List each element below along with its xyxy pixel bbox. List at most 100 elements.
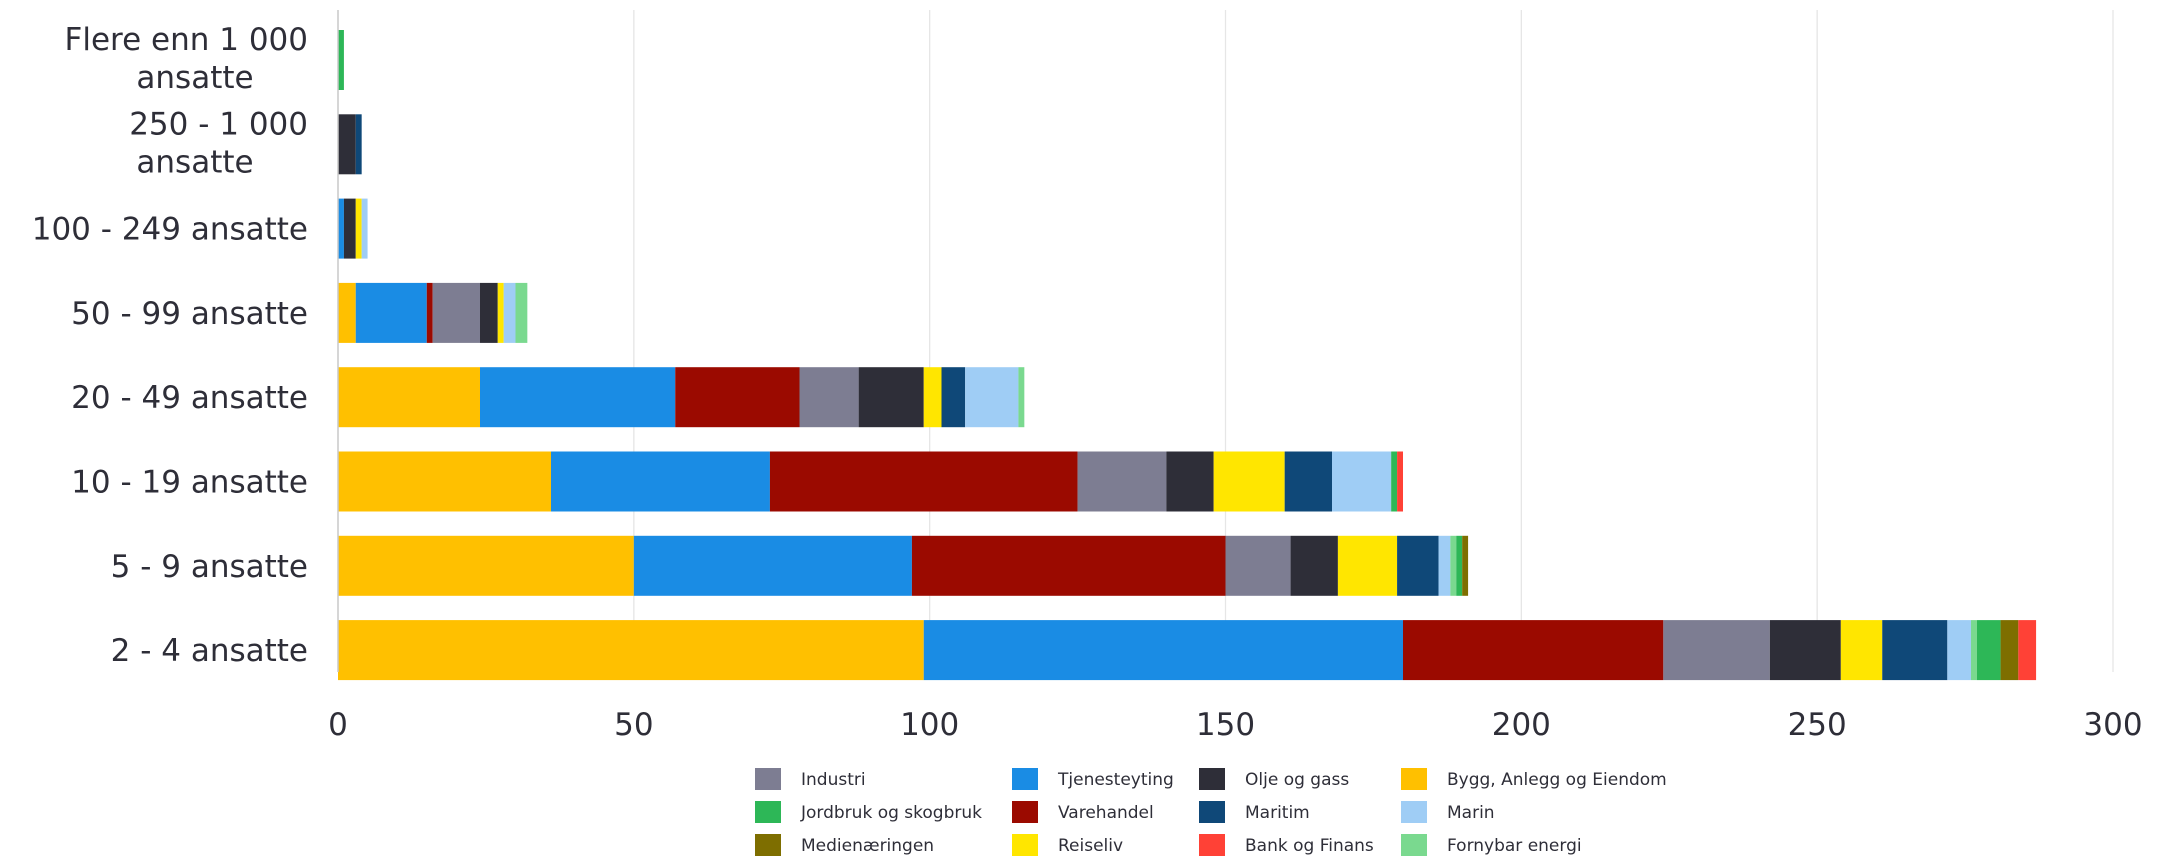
bar-segment-medien-ringen [1462, 535, 1469, 596]
bar-segment-olje-og-gass [1166, 451, 1214, 512]
bar-row-10-19-ansatte [338, 451, 1403, 512]
y-tick-label: 250 - 1 000 ansatte [129, 106, 308, 180]
bar-row-250-1-000-ansatte [338, 114, 362, 175]
bar-segment-reiseliv [497, 282, 504, 343]
legend-item-olje-og-gass: Olje og gass [1199, 768, 1349, 790]
bar-segment-tjenesteyting [480, 367, 676, 428]
legend-item-industri: Industri [755, 768, 866, 790]
legend-item-maritim: Maritim [1199, 801, 1310, 823]
y-tick-label: 20 - 49 ansatte [71, 380, 308, 416]
bar-segment-bygg-anlegg-og-eiendom [338, 282, 356, 343]
legend-swatch [1012, 801, 1038, 823]
legend-swatch [1012, 768, 1038, 790]
legend-label: Fornybar energi [1447, 836, 1582, 856]
legend-swatch [1401, 834, 1427, 856]
x-tick-label: 100 [900, 707, 959, 743]
bar-segment-reiseliv [355, 198, 362, 259]
legend-item-marin: Marin [1401, 801, 1495, 823]
bar-segment-varehandel [769, 451, 1078, 512]
bar-segment-reiseliv [1840, 620, 1883, 681]
y-tick-label: 100 - 249 ansatte [32, 212, 308, 248]
bar-row-2-4-ansatte [338, 620, 2037, 681]
legend-label: Tjenesteyting [1057, 770, 1174, 790]
bar-segment-marin [1947, 620, 1971, 681]
bar-segment-olje-og-gass [480, 282, 498, 343]
bar-segment-tjenesteyting [338, 198, 344, 259]
bar-segment-bygg-anlegg-og-eiendom [338, 451, 551, 512]
legend-item-jordbruk-og-skogbruk: Jordbruk og skogbruk [755, 801, 982, 823]
bar-segment-fornybar-energi [515, 282, 528, 343]
bar-segment-reiseliv [1213, 451, 1285, 512]
bar-segment-industri [799, 367, 859, 428]
legend: Industri Jordbruk og skogbruk Medienæringe… [755, 768, 1667, 856]
legend-item-varehandel: Varehandel [1012, 801, 1154, 823]
bar-segment-marin [1438, 535, 1451, 596]
bar-segment-olje-og-gass [1290, 535, 1338, 596]
y-tick-label: 2 - 4 ansatte [111, 633, 308, 669]
bar-segment-bygg-anlegg-og-eiendom [338, 620, 924, 681]
bar-segment-industri [1225, 535, 1291, 596]
legend-label: Bank og Finans [1245, 836, 1374, 856]
bar-segment-bygg-anlegg-og-eiendom [338, 535, 634, 596]
legend-swatch [1199, 768, 1225, 790]
bar-segment-fornybar-energi [1450, 535, 1457, 596]
y-tick-label: Flere enn 1 000 ansatte [65, 22, 308, 96]
legend-swatch [1401, 768, 1427, 790]
x-tick-label: 50 [614, 707, 653, 743]
bar-segment-reiseliv [923, 367, 942, 428]
bar-segment-jordbruk-og-skogbruk [1976, 620, 2001, 681]
bar-segment-olje-og-gass [858, 367, 924, 428]
bar-segment-jordbruk-og-skogbruk [1456, 535, 1463, 596]
bar-segment-industri [1663, 620, 1770, 681]
bar-segment-olje-og-gass [1769, 620, 1841, 681]
x-tick-label: 300 [2083, 707, 2142, 743]
legend-label: Industri [801, 770, 866, 790]
bar-segment-maritim [941, 367, 966, 428]
bar-segment-tjenesteyting [633, 535, 912, 596]
bar-segment-marin [965, 367, 1019, 428]
x-tick-label: 250 [1788, 707, 1847, 743]
legend-swatch [1012, 834, 1038, 856]
bar-segment-maritim [1284, 451, 1332, 512]
legend-swatch [1199, 801, 1225, 823]
legend-swatch [1199, 834, 1225, 856]
legend-item-bank-og-finans: Bank og Finans [1199, 834, 1374, 856]
bar-segment-fornybar-energi [1971, 620, 1977, 681]
legend-item-reiseliv: Reiseliv [1012, 834, 1123, 856]
bar-segment-bygg-anlegg-og-eiendom [338, 367, 480, 428]
legend-item-medien-ringen: Medienæringen [755, 834, 934, 856]
bar-segment-maritim [355, 114, 362, 175]
legend-label: Bygg, Anlegg og Eiendom [1447, 770, 1667, 790]
bar-segment-maritim [1397, 535, 1439, 596]
bar-segment-tjenesteyting [923, 620, 1403, 681]
bar-row-5-9-ansatte [338, 535, 1469, 596]
bar-segment-varehandel [1403, 620, 1664, 681]
legend-label: Medienæringen [801, 836, 934, 856]
bar-segment-industri [432, 282, 480, 343]
bar-row-20-49-ansatte [338, 367, 1025, 428]
bar-segment-marin [361, 198, 368, 259]
legend-item-fornybar-energi: Fornybar energi [1401, 834, 1582, 856]
y-tick-label: 50 - 99 ansatte [71, 296, 308, 332]
y-tick-label: 5 - 9 ansatte [111, 549, 308, 585]
bar-segment-reiseliv [1337, 535, 1398, 596]
bar-segment-jordbruk-og-skogbruk [338, 30, 344, 90]
bar-segment-industri [1077, 451, 1167, 512]
x-tick-label: 200 [1492, 707, 1551, 743]
legend-swatch [1401, 801, 1427, 823]
bar-segment-tjenesteyting [355, 282, 427, 343]
legend-label: Varehandel [1058, 803, 1154, 823]
bar-segment-tjenesteyting [551, 451, 770, 512]
legend-item-bygg-anlegg-og-eiendom: Bygg, Anlegg og Eiendom [1401, 768, 1667, 790]
bar-segment-varehandel [675, 367, 800, 428]
legend-label: Maritim [1245, 803, 1310, 823]
bar-segment-olje-og-gass [338, 114, 356, 175]
bar-segment-bank-og-finans [1397, 451, 1403, 512]
legend-item-tjenesteyting: Tjenesteyting [1012, 768, 1174, 790]
y-axis: Flere enn 1 000 ansatte 250 - 1 000 ansatte… [32, 10, 339, 672]
legend-label: Olje og gass [1245, 770, 1349, 790]
bar-segment-olje-og-gass [343, 198, 356, 259]
bar-segment-marin [503, 282, 516, 343]
bar-segment-marin [1332, 451, 1392, 512]
